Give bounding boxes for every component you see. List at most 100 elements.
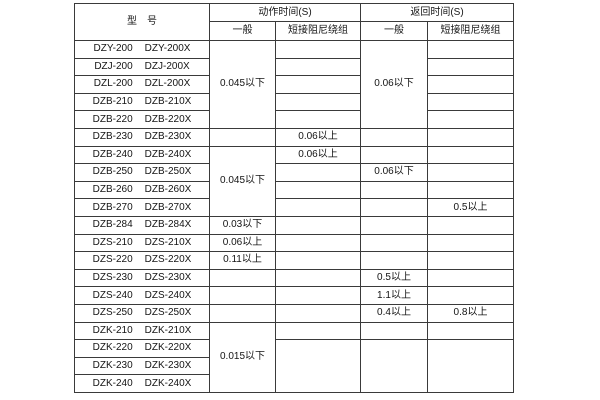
act-gen-cell <box>209 303 276 323</box>
act-gen-cell: 0.015以下 <box>209 321 276 393</box>
model-cell: DZB-220 DZB-220X <box>74 110 210 129</box>
model-name-base: DZB-260 <box>92 184 133 196</box>
model-name-x: DZS-210X <box>144 236 192 248</box>
ret-damp-cell <box>427 339 514 393</box>
model-name-x: DZS-220X <box>144 254 192 266</box>
model-name-x: DZS-240X <box>144 289 192 301</box>
model-cell: DZB-260 DZB-260X <box>74 180 210 200</box>
ret-damp-cell <box>427 40 514 59</box>
ret-damp-cell <box>427 57 514 77</box>
model-name-x: DZK-220X <box>144 342 192 354</box>
table-row: DZJ-200 DZJ-200X <box>74 57 514 77</box>
act-gen-cell: 0.045以下 <box>209 40 276 129</box>
model-name-x: DZB-260X <box>144 184 192 196</box>
table-row: DZK-220 DZK-220X <box>74 339 514 393</box>
model-cell: DZB-270 DZB-270X <box>74 198 210 217</box>
header-damped-action: 短接阻尼绕组 <box>275 21 361 41</box>
table-row: DZK-240 DZK-240X <box>74 374 514 393</box>
act-damp-cell <box>275 198 361 217</box>
model-name-base: DZK-220 <box>92 342 133 354</box>
header-general-return: 一般 <box>360 21 428 41</box>
ret-damp-cell <box>427 75 514 94</box>
ret-gen-cell <box>360 145 428 165</box>
ret-gen-cell <box>360 233 428 253</box>
table-row: DZB-210 DZB-210X <box>74 92 514 112</box>
ret-gen-cell <box>360 127 428 147</box>
model-name-x: DZL-200X <box>144 78 191 90</box>
model-cell: DZS-240 DZS-240X <box>74 286 210 305</box>
header-general-action: 一般 <box>209 21 276 41</box>
table-row: DZL-200 DZL-200X <box>74 75 514 94</box>
act-damp-cell <box>275 180 361 200</box>
model-name-base: DZY-200 <box>93 43 133 55</box>
model-cell: DZB-284 DZB-284X <box>74 215 210 235</box>
model-cell: DZK-220 DZK-220X <box>74 339 210 358</box>
act-damp-cell <box>275 286 361 305</box>
ret-gen-cell <box>360 251 428 270</box>
ret-damp-cell: 0.8以上 <box>427 303 514 323</box>
model-cell: DZK-240 DZK-240X <box>74 374 210 393</box>
model-name-x: DZK-240X <box>144 377 192 389</box>
model-cell: DZS-230 DZS-230X <box>74 268 210 288</box>
model-name-base: DZS-220 <box>92 254 133 266</box>
model-name-base: DZK-240 <box>92 377 133 389</box>
ret-damp-cell <box>427 127 514 147</box>
ret-damp-cell <box>427 268 514 288</box>
act-damp-cell <box>275 163 361 182</box>
model-cell: DZB-240 DZB-240X <box>74 145 210 165</box>
table-row: DZS-220 DZS-220X 0.11以上 <box>74 251 514 270</box>
act-damp-cell <box>275 251 361 270</box>
model-cell: DZJ-200 DZJ-200X <box>74 57 210 77</box>
ret-damp-cell <box>427 251 514 270</box>
act-damp-cell <box>275 110 361 129</box>
table-row: DZB-230 DZB-230X 0.06以上 <box>74 127 514 147</box>
act-damp-cell <box>275 75 361 94</box>
act-damp-cell <box>275 303 361 323</box>
table-row: DZK-230 DZK-230X <box>74 356 514 376</box>
ret-gen-cell <box>360 321 428 341</box>
ret-gen-cell <box>360 215 428 235</box>
table-row: DZY-200 DZY-200X 0.045以下 0.06以下 <box>74 40 514 129</box>
act-gen-cell <box>209 286 276 305</box>
act-gen-cell <box>209 127 276 147</box>
table-row: DZS-230 DZS-230X 0.5以上 <box>74 268 514 288</box>
act-damp-cell <box>275 215 361 235</box>
table-row: DZB-240 DZB-240X 0.045以下 0.06以上 <box>74 145 514 217</box>
ret-gen-cell: 0.06以下 <box>360 163 428 182</box>
ret-gen-cell: 0.06以下 <box>360 40 428 129</box>
model-name-x: DZB-250X <box>144 166 192 178</box>
header-row-1: 型 号 动作时间(S) 返回时间(S) <box>74 3 514 41</box>
model-name-base: DZS-240 <box>92 289 133 301</box>
model-name-base: DZB-240 <box>92 148 133 160</box>
model-name-base: DZB-250 <box>92 166 133 178</box>
ret-damp-cell <box>427 321 514 341</box>
table-row: DZB-284 DZB-284X 0.03以下 <box>74 215 514 235</box>
table-row: DZB-250 DZB-250X 0.06以下 <box>74 163 514 182</box>
ret-gen-cell <box>360 180 428 200</box>
table-row: DZK-210 DZK-210X 0.015以下 <box>74 321 514 393</box>
model-name-x: DZB-284X <box>144 219 192 231</box>
ret-damp-cell <box>427 92 514 112</box>
model-cell: DZB-230 DZB-230X <box>74 127 210 147</box>
model-cell: DZB-250 DZB-250X <box>74 163 210 182</box>
model-cell: DZS-250 DZS-250X <box>74 303 210 323</box>
ret-damp-cell <box>427 145 514 165</box>
act-gen-cell: 0.11以上 <box>209 251 276 270</box>
model-name-base: DZJ-200 <box>94 60 133 72</box>
model-name-base: DZK-210 <box>92 324 133 336</box>
header-damped-return: 短接阻尼绕组 <box>427 21 514 41</box>
model-name-x: DZB-210X <box>144 96 192 108</box>
table-row: DZB-220 DZB-220X <box>74 110 514 129</box>
model-name-base: DZB-220 <box>92 113 133 125</box>
model-cell: DZS-220 DZS-220X <box>74 251 210 270</box>
ret-gen-cell <box>360 339 428 393</box>
model-name-x: DZS-250X <box>144 307 192 319</box>
ret-gen-cell: 0.5以上 <box>360 268 428 288</box>
ret-damp-cell: 0.5以上 <box>427 198 514 217</box>
model-name-x: DZK-230X <box>144 359 192 371</box>
act-damp-cell <box>275 339 361 393</box>
act-gen-cell: 0.06以上 <box>209 233 276 253</box>
model-name-x: DZB-230X <box>144 131 192 143</box>
ret-damp-cell <box>427 180 514 200</box>
model-name-base: DZB-270 <box>92 201 133 213</box>
